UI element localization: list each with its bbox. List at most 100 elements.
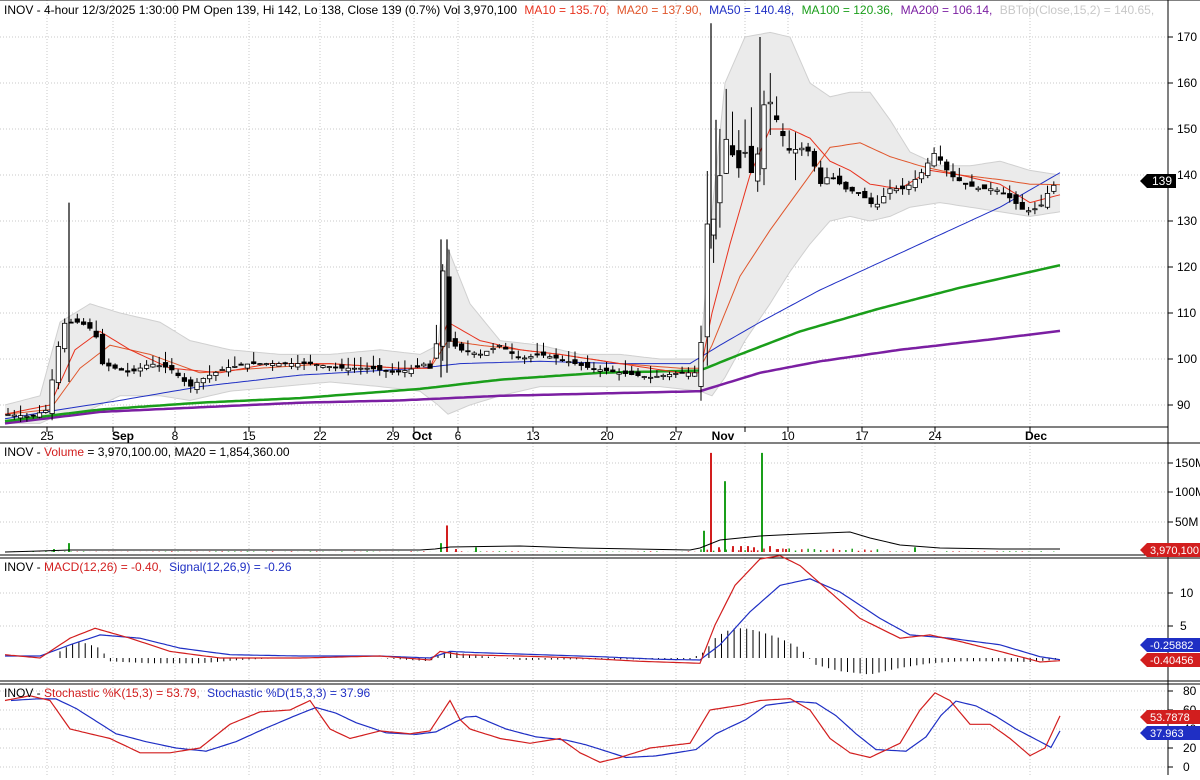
candle-body [698, 342, 704, 387]
stochastic-lines [4, 692, 1061, 763]
ma100-line [4, 263, 1061, 423]
macd-value-marker: -0.40456 [1140, 653, 1200, 667]
candle-body [17, 415, 24, 419]
candle-body [225, 367, 232, 373]
candle-body [855, 192, 862, 194]
candle-body [408, 368, 414, 375]
candle-body [736, 150, 742, 169]
candle-body [99, 333, 106, 365]
candle-body [742, 151, 748, 154]
candle-body [881, 196, 887, 204]
date-tick-label: 15 [242, 429, 256, 443]
candle-body [395, 370, 402, 373]
candle-body [685, 372, 692, 377]
macd-value-label: -0.40456 [1150, 655, 1193, 667]
candle-body [496, 345, 503, 347]
candle-body [169, 365, 175, 371]
candle-body [887, 188, 893, 194]
candle-body [711, 218, 717, 236]
candle-body [314, 364, 320, 367]
candle-body [458, 343, 465, 351]
ma50-label: MA50 = 140.48, [709, 3, 794, 17]
ma50-line [4, 172, 1061, 420]
candle-body [654, 375, 660, 378]
price-tick-label: 140 [1177, 168, 1197, 182]
date-tick-label: Oct [412, 429, 432, 443]
moving-averages [4, 128, 1061, 425]
candle-body [843, 181, 849, 190]
macd-header-signal: Signal(12,26,9) = -0.26 [169, 560, 292, 574]
macd-signal-marker: -0.25882 [1140, 638, 1200, 652]
stochastic-header-k: Stochastic %K(15,3) = 53.79, [44, 686, 200, 700]
date-tick-label: 17 [855, 429, 869, 443]
candle-body [200, 378, 206, 384]
candle-body [131, 368, 137, 372]
candle-body [364, 367, 370, 370]
macd-tick-label: 5 [1180, 619, 1187, 633]
candle-body [301, 361, 307, 365]
candle-body [465, 350, 471, 353]
candle-body [219, 369, 225, 371]
candle-body [717, 175, 723, 204]
candle-body [320, 365, 326, 368]
candle-body [276, 363, 282, 367]
candle-body [578, 362, 584, 366]
candle-body [837, 175, 843, 185]
price-axis: 90 100 110 120 130 140 150 160 170 [1168, 30, 1197, 412]
candle-body [162, 362, 169, 368]
volume-last-label: 3,970,100 [1150, 545, 1199, 557]
candle-body [824, 177, 830, 185]
candle-body [963, 182, 969, 185]
volume-header-name: INOV - [4, 445, 44, 459]
candle-body [931, 152, 937, 167]
candle-body [490, 347, 496, 351]
candle-body [635, 371, 641, 376]
candle-body [547, 356, 553, 359]
bb-label: BBTop(Close,15,2) = 140.65, [1000, 3, 1154, 17]
price-tick-label: 130 [1177, 214, 1197, 228]
candle-body [988, 188, 994, 192]
macd-axis: 5 10 [1168, 586, 1194, 633]
ma200-line [4, 329, 1061, 425]
candle-body [666, 374, 673, 378]
candle-body [389, 370, 395, 373]
candle-body [755, 153, 761, 182]
candle-body [969, 181, 975, 187]
candle-body [24, 415, 30, 418]
candle-body [704, 223, 710, 338]
candle-body [641, 376, 647, 378]
candle-body [868, 197, 874, 205]
macd-lines [4, 555, 1061, 664]
macd-header-name: INOV - [4, 560, 44, 574]
candle-body [956, 177, 962, 182]
candle-body [748, 145, 755, 174]
candle-body [767, 101, 773, 105]
candle-body [206, 374, 213, 380]
candle-body [307, 361, 314, 365]
candle-body [263, 363, 269, 366]
candle-body [143, 364, 150, 369]
date-tick-label: 8 [172, 429, 179, 443]
candle-body [925, 162, 931, 176]
candle-body [471, 352, 477, 355]
candle-body [981, 184, 988, 190]
candle-body [849, 186, 855, 192]
volume-tick-label: 50M [1175, 515, 1198, 529]
price-tick-label: 150 [1177, 122, 1197, 136]
candle-body [673, 373, 679, 375]
ma10-label: MA10 = 135.70, [524, 3, 609, 17]
candle-body [377, 365, 383, 371]
date-axis: 25 Sep 8 15 22 29 Oct 6 13 20 27 Nov 10 17 24 Dec [40, 427, 1047, 443]
candle-body [515, 356, 521, 359]
candle-body [799, 147, 805, 151]
candle-body [918, 172, 925, 180]
date-tick-label: 25 [40, 429, 54, 443]
candle-body [188, 379, 194, 387]
candle-body [585, 361, 591, 368]
candle-body [55, 346, 62, 383]
candle-body [950, 171, 956, 178]
macd-signal-label: -0.25882 [1150, 640, 1193, 652]
macd-tick-label: 10 [1180, 586, 1194, 600]
candle-body [339, 364, 345, 369]
stochastic-k-label: 53.7878 [1150, 712, 1190, 724]
